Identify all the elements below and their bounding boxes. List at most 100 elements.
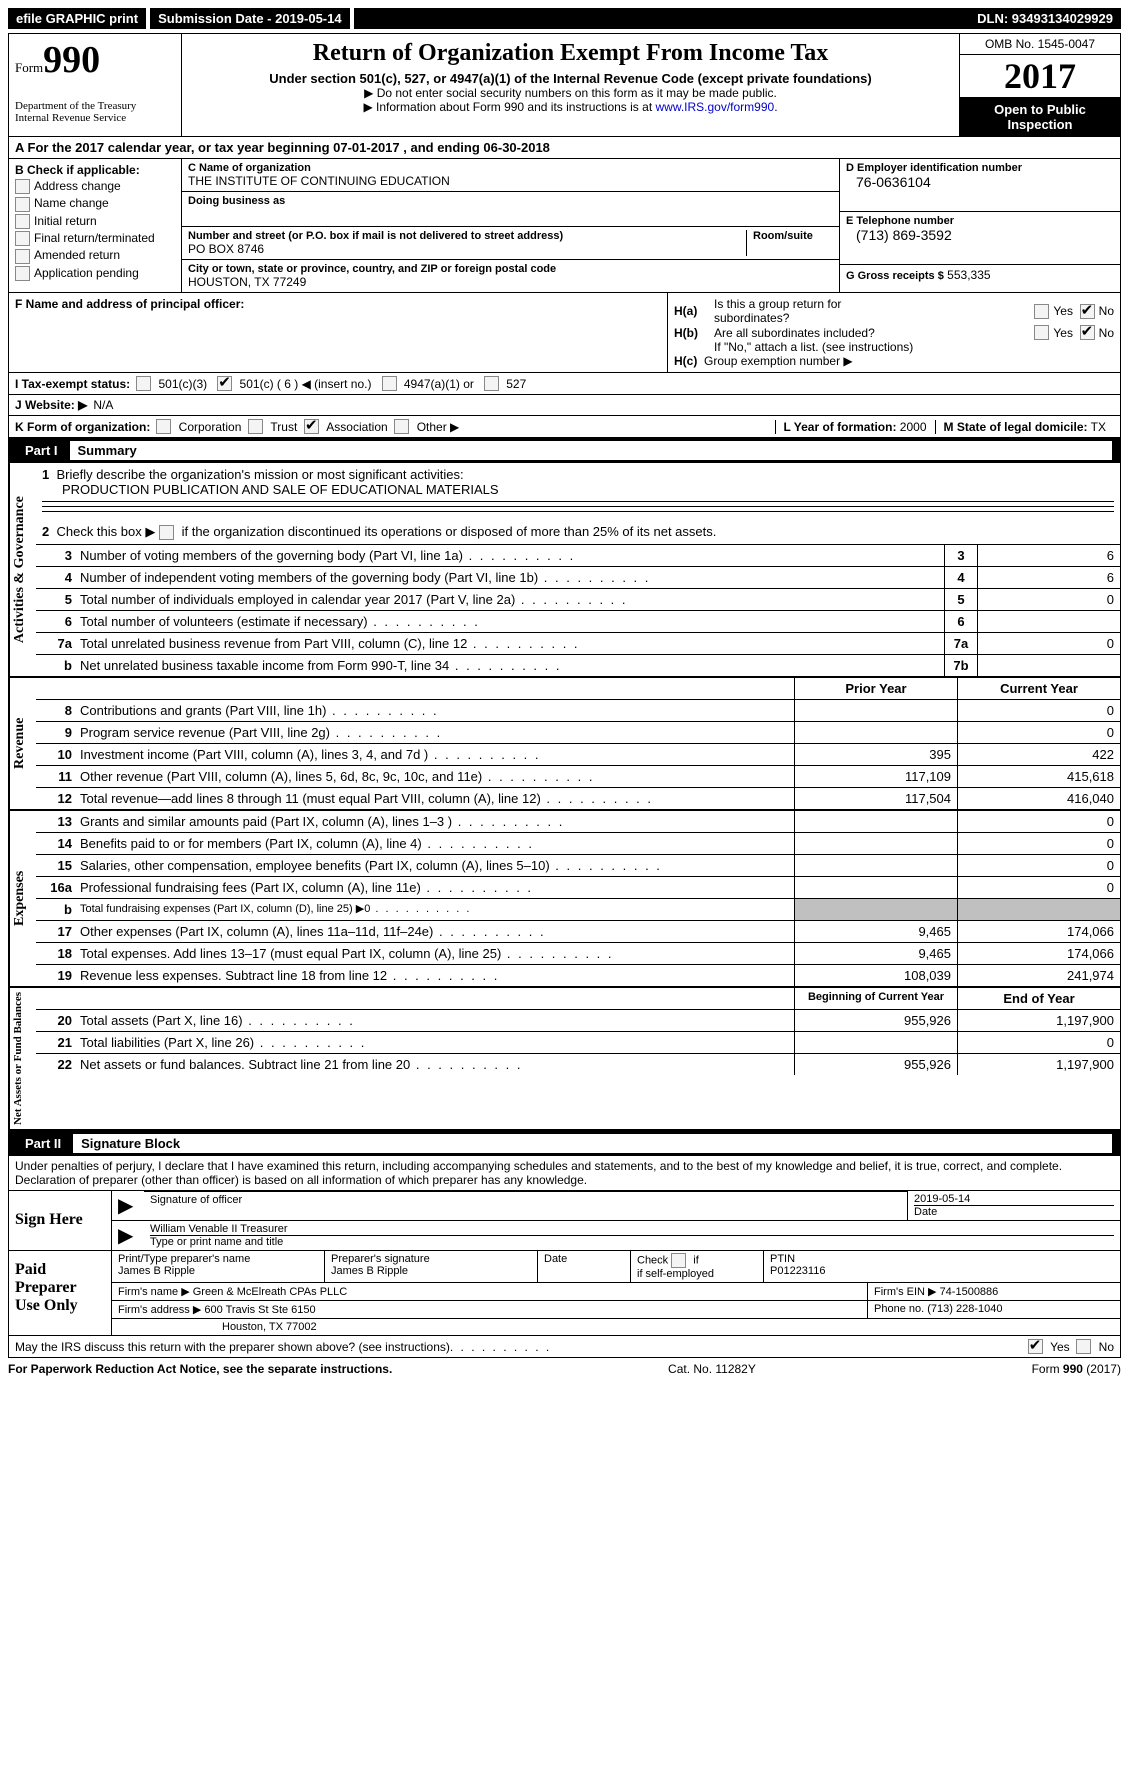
form-subtitle: Under section 501(c), 527, or 4947(a)(1)… bbox=[190, 71, 951, 86]
gov-line-5: 5Total number of individuals employed in… bbox=[36, 589, 1120, 611]
line-16a: 16aProfessional fundraising fees (Part I… bbox=[36, 877, 1120, 899]
col-de: D Employer identification number 76-0636… bbox=[840, 159, 1120, 292]
form-word: Form bbox=[15, 60, 43, 75]
col-b: B Check if applicable: Address change Na… bbox=[9, 159, 182, 292]
cb-final-return[interactable] bbox=[15, 231, 30, 246]
sign-here-section: Sign Here ▶ Signature of officer 2019-05… bbox=[9, 1191, 1120, 1251]
sign-here-label: Sign Here bbox=[9, 1191, 111, 1250]
tab-governance: Activities & Governance bbox=[9, 463, 36, 676]
line-19: 19Revenue less expenses. Subtract line 1… bbox=[36, 965, 1120, 986]
row-a-period: A For the 2017 calendar year, or tax yea… bbox=[9, 137, 1120, 159]
declaration-text: Under penalties of perjury, I declare th… bbox=[9, 1156, 1120, 1191]
gov-line-3: 3Number of voting members of the governi… bbox=[36, 545, 1120, 567]
row-k: K Form of organization: Corporation Trus… bbox=[9, 416, 1120, 438]
cb-discuss-yes[interactable] bbox=[1028, 1339, 1043, 1354]
line-9: 9Program service revenue (Part VIII, lin… bbox=[36, 722, 1120, 744]
cb-501c[interactable] bbox=[217, 376, 232, 391]
paid-preparer-label: Paid Preparer Use Only bbox=[9, 1251, 111, 1335]
cb-app-pending[interactable] bbox=[15, 266, 30, 281]
open-inspection: Open to PublicInspection bbox=[960, 98, 1120, 136]
footer: For Paperwork Reduction Act Notice, see … bbox=[8, 1358, 1121, 1380]
gov-line-b: bNet unrelated business taxable income f… bbox=[36, 655, 1120, 676]
line-8: 8Contributions and grants (Part VIII, li… bbox=[36, 700, 1120, 722]
line-18: 18Total expenses. Add lines 13–17 (must … bbox=[36, 943, 1120, 965]
cb-527[interactable] bbox=[484, 376, 499, 391]
line-14: 14Benefits paid to or for members (Part … bbox=[36, 833, 1120, 855]
section-governance: Activities & Governance 1 Briefly descri… bbox=[9, 463, 1120, 678]
header-left: Form990 Department of the Treasury Inter… bbox=[9, 34, 182, 136]
irs-label: Internal Revenue Service bbox=[15, 112, 175, 124]
col-f: F Name and address of principal officer: bbox=[9, 293, 668, 372]
cb-ha-yes[interactable] bbox=[1034, 304, 1049, 319]
line-15: 15Salaries, other compensation, employee… bbox=[36, 855, 1120, 877]
line-10: 10Investment income (Part VIII, column (… bbox=[36, 744, 1120, 766]
line-12: 12Total revenue—add lines 8 through 11 (… bbox=[36, 788, 1120, 809]
b-title: B Check if applicable: bbox=[15, 163, 175, 177]
part2-header: Part II Signature Block bbox=[9, 1131, 1120, 1156]
street-cell: Number and street (or P.O. box if mail i… bbox=[182, 227, 839, 260]
line-20: 20Total assets (Part X, line 16)955,9261… bbox=[36, 1010, 1120, 1032]
tab-netassets: Net Assets or Fund Balances bbox=[9, 988, 36, 1129]
col-c: C Name of organization THE INSTITUTE OF … bbox=[182, 159, 840, 292]
form-container: Form990 Department of the Treasury Inter… bbox=[8, 33, 1121, 1358]
cb-line2[interactable] bbox=[159, 525, 174, 540]
line-11: 11Other revenue (Part VIII, column (A), … bbox=[36, 766, 1120, 788]
irs-link[interactable]: www.IRS.gov/form990 bbox=[655, 100, 774, 114]
cb-4947[interactable] bbox=[382, 376, 397, 391]
cb-501c3[interactable] bbox=[136, 376, 151, 391]
row-i-real: I Tax-exempt status: 501(c)(3) 501(c) ( … bbox=[9, 373, 1120, 395]
cb-hb-yes[interactable] bbox=[1034, 325, 1049, 340]
cb-other[interactable] bbox=[394, 419, 409, 434]
cb-corp[interactable] bbox=[156, 419, 171, 434]
cb-discuss-no[interactable] bbox=[1076, 1339, 1091, 1354]
dba-cell: Doing business as bbox=[182, 192, 839, 227]
form-number: 990 bbox=[43, 39, 100, 81]
cb-ha-no[interactable] bbox=[1080, 304, 1095, 319]
row-i bbox=[9, 317, 671, 323]
submission-btn: Submission Date - 2019-05-14 bbox=[150, 8, 350, 29]
cb-amended[interactable] bbox=[15, 249, 30, 264]
city-cell: City or town, state or province, country… bbox=[182, 260, 839, 292]
tab-revenue: Revenue bbox=[9, 678, 36, 809]
efile-btn[interactable]: efile GRAPHIC print bbox=[8, 8, 146, 29]
omb-no: OMB No. 1545-0047 bbox=[960, 34, 1120, 55]
row-j: J Website: ▶ N/A bbox=[9, 395, 1120, 416]
section-netassets: Net Assets or Fund Balances Beginning of… bbox=[9, 988, 1120, 1131]
ein-cell: D Employer identification number 76-0636… bbox=[840, 159, 1120, 212]
gov-line-4: 4Number of independent voting members of… bbox=[36, 567, 1120, 589]
info-note: ▶ Information about Form 990 and its ins… bbox=[190, 100, 951, 114]
row-fh: F Name and address of principal officer:… bbox=[9, 293, 1120, 373]
line-17: 17Other expenses (Part IX, column (A), l… bbox=[36, 921, 1120, 943]
form-title: Return of Organization Exempt From Incom… bbox=[190, 40, 951, 67]
discuss-row: May the IRS discuss this return with the… bbox=[9, 1336, 1120, 1357]
cb-initial-return[interactable] bbox=[15, 214, 30, 229]
header-right: OMB No. 1545-0047 2017 Open to PublicIns… bbox=[959, 34, 1120, 136]
ssn-note: ▶ Do not enter social security numbers o… bbox=[190, 86, 951, 100]
dept-treasury: Department of the Treasury bbox=[15, 100, 175, 112]
dln-text: DLN: 93493134029929 bbox=[354, 8, 1121, 29]
phone-cell: E Telephone number (713) 869-3592 bbox=[840, 212, 1120, 265]
line-13: 13Grants and similar amounts paid (Part … bbox=[36, 811, 1120, 833]
gross-cell: G Gross receipts $ 553,335 bbox=[840, 265, 1120, 285]
line-b: bTotal fundraising expenses (Part IX, co… bbox=[36, 899, 1120, 921]
paid-preparer-section: Paid Preparer Use Only Print/Type prepar… bbox=[9, 1251, 1120, 1336]
tax-year: 2017 bbox=[960, 55, 1120, 98]
section-bcde: B Check if applicable: Address change Na… bbox=[9, 159, 1120, 293]
line-21: 21Total liabilities (Part X, line 26)0 bbox=[36, 1032, 1120, 1054]
section-revenue: Revenue Prior Year Current Year 8Contrib… bbox=[9, 678, 1120, 811]
gov-line-6: 6Total number of volunteers (estimate if… bbox=[36, 611, 1120, 633]
part1-header: Part I Summary bbox=[9, 438, 1120, 463]
col-h: H(a) Is this a group return forsubordina… bbox=[668, 293, 1120, 372]
form-header: Form990 Department of the Treasury Inter… bbox=[9, 34, 1120, 137]
cb-assoc[interactable] bbox=[304, 419, 319, 434]
cb-trust[interactable] bbox=[248, 419, 263, 434]
gov-line-7a: 7aTotal unrelated business revenue from … bbox=[36, 633, 1120, 655]
cb-name-change[interactable] bbox=[15, 197, 30, 212]
header-center: Return of Organization Exempt From Incom… bbox=[182, 34, 959, 136]
tab-expenses: Expenses bbox=[9, 811, 36, 986]
cb-hb-no[interactable] bbox=[1080, 325, 1095, 340]
top-bar: efile GRAPHIC print Submission Date - 20… bbox=[8, 8, 1121, 29]
cb-address-change[interactable] bbox=[15, 179, 30, 194]
cb-self-employed[interactable] bbox=[671, 1253, 686, 1268]
section-expenses: Expenses 13Grants and similar amounts pa… bbox=[9, 811, 1120, 988]
